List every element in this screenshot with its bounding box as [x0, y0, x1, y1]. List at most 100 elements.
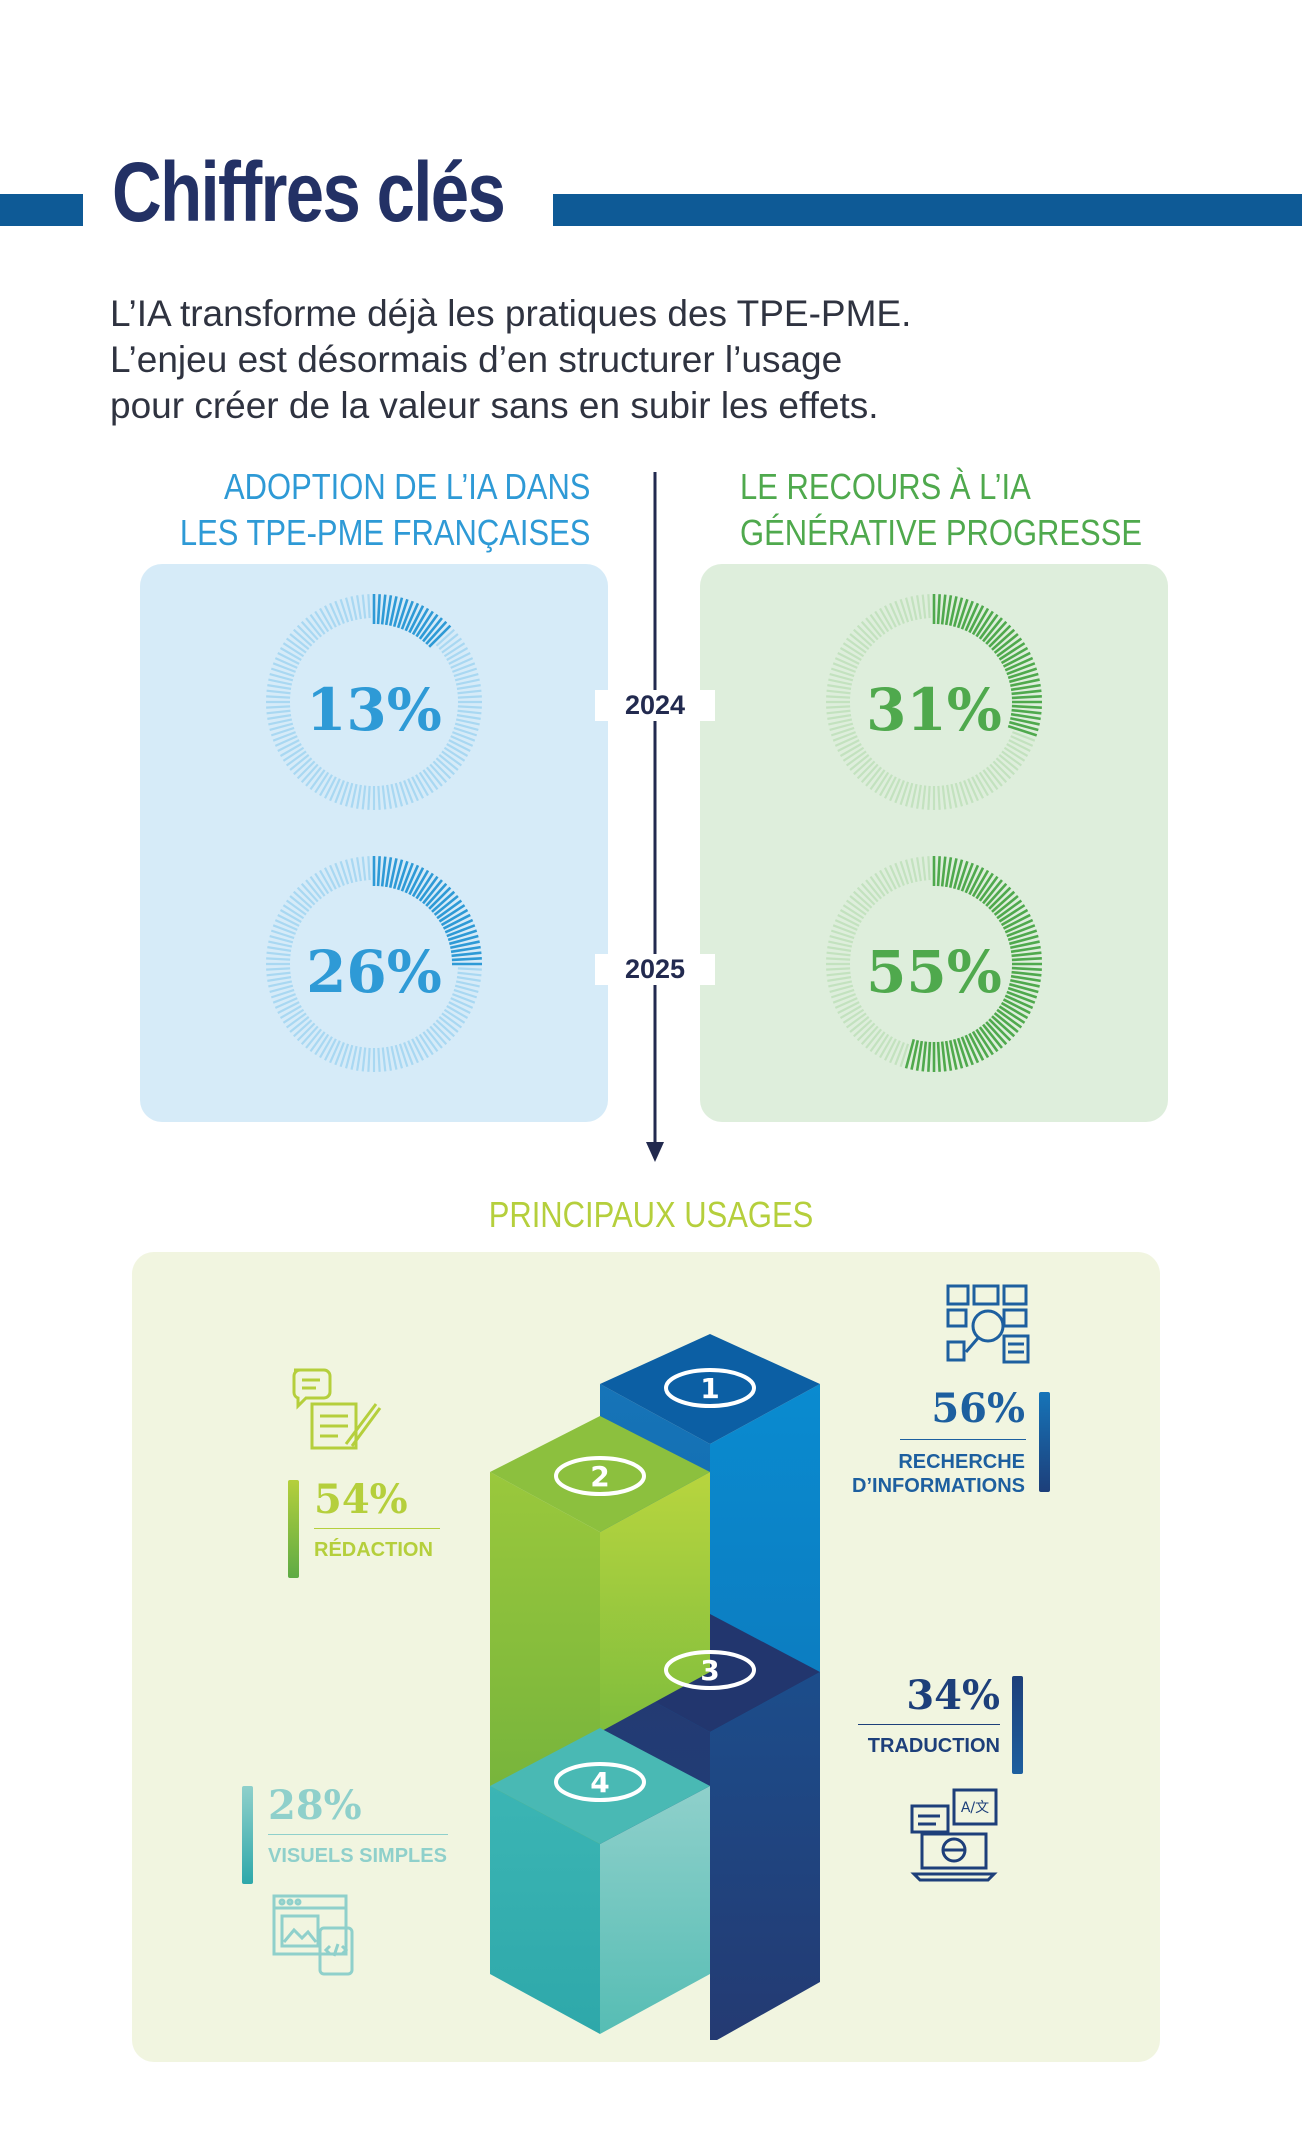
donut-tick-empty	[309, 769, 326, 791]
donut-tick-empty	[305, 766, 322, 787]
donut-tick-empty	[963, 780, 974, 804]
donut-tick-empty	[883, 867, 897, 890]
translation-icon: A/文	[910, 1788, 998, 1882]
donut-tick-filled	[1006, 924, 1036, 938]
donut-tick-empty	[832, 924, 856, 935]
donut-tick-empty	[270, 929, 295, 940]
donut-tick-empty	[293, 628, 313, 647]
research-label-line-2: D’INFORMATIONS	[852, 1475, 1025, 1497]
donut-tick-filled	[996, 1008, 1023, 1029]
donut-tick-filled	[927, 1041, 932, 1072]
donut-tick-empty	[285, 637, 307, 654]
donut-tick-filled	[968, 1032, 985, 1061]
donut-tick-filled	[996, 899, 1023, 920]
donut-tick-filled	[411, 869, 430, 898]
donut-tick-empty	[927, 594, 931, 619]
block-1-top	[600, 1334, 820, 1444]
donut-tick-empty	[293, 1019, 313, 1038]
donut-adoption-2024	[266, 594, 482, 810]
block-2-right	[600, 1472, 710, 1732]
donut-tick-empty	[894, 862, 905, 886]
svg-text:A/文: A/文	[961, 1800, 989, 1816]
donut-tick-empty	[319, 607, 333, 630]
donut-tick-empty	[339, 860, 350, 885]
writing-label: RÉDACTION	[314, 1539, 433, 1561]
donut-tick-empty	[296, 624, 316, 644]
donut-tick-filled	[968, 867, 985, 896]
donut-tick-empty	[266, 957, 291, 961]
donut-tick-empty	[829, 984, 854, 994]
donut-tick-empty	[334, 600, 345, 624]
donut-tick-filled	[1000, 1001, 1029, 1020]
donut-tick-filled	[978, 1026, 999, 1053]
genai-title-line-1: LE RECOURS À L’IA	[740, 466, 1031, 507]
donut-tick-empty	[323, 1038, 337, 1061]
donut-tick-empty	[995, 757, 1015, 776]
donut-tick-filled	[915, 1040, 924, 1071]
donut-tick-empty	[453, 667, 478, 678]
donut-tick-filled	[956, 1037, 969, 1068]
donut-tick-empty	[443, 746, 466, 762]
donut-tick-filled	[910, 1040, 920, 1070]
donut-tick-empty	[277, 913, 300, 927]
donut-tick-filled	[1000, 646, 1029, 665]
donut-tick-empty	[457, 709, 482, 715]
donut-tick-filled	[978, 613, 999, 640]
donut-tick-empty	[390, 783, 398, 808]
donut-tick-empty	[300, 883, 319, 903]
donut-tick-empty	[411, 776, 425, 799]
donut-tick-filled	[1010, 940, 1040, 950]
donut-tick-empty	[361, 594, 367, 619]
donut-tick-empty	[282, 642, 305, 658]
donut-tick-empty	[448, 1001, 471, 1015]
donut-tick-filled	[415, 610, 434, 638]
donut-tick-empty	[998, 754, 1019, 771]
genai-panel	[700, 564, 1168, 1122]
adoption-title-line-1: ADOPTION DE L’IA DANS	[223, 466, 591, 507]
donut-tick-empty	[916, 595, 922, 620]
rank-4: 4	[590, 1766, 609, 1799]
donut-tick-empty	[267, 714, 292, 720]
donut-tick-filled	[392, 597, 404, 627]
donut-tick-empty	[834, 919, 858, 931]
donut-tick-filled	[971, 869, 990, 898]
donut-tick-empty	[453, 726, 478, 737]
donut-tick-empty	[856, 624, 876, 644]
donut-tick-empty	[381, 1047, 387, 1072]
donut-tick-empty	[272, 662, 296, 673]
donut-tick-filled	[396, 860, 409, 891]
donut-tick-empty	[889, 778, 901, 802]
adoption-2024-label: 13%	[306, 676, 442, 744]
donut-tick-empty	[435, 1019, 455, 1038]
donut-tick-empty	[865, 1028, 882, 1049]
donut-tick-empty	[910, 783, 918, 808]
donut-tick-filled	[1002, 998, 1031, 1015]
donut-tick-empty	[269, 722, 294, 732]
donut-tick-empty	[285, 1012, 307, 1029]
donut-tick-filled	[948, 1040, 958, 1070]
donut-tick-empty	[454, 672, 479, 682]
donut-tick-filled	[956, 598, 969, 629]
donut-tick-filled	[960, 862, 974, 892]
adoption-title: ADOPTION DE L’IA DANS LES TPE-PME FRANÇA…	[179, 464, 590, 556]
donut-tick-empty	[429, 763, 448, 783]
donut-tick-filled	[433, 895, 459, 916]
donut-tick-empty	[971, 776, 985, 799]
donut-tick-empty	[268, 718, 293, 726]
donut-tick-filled	[1004, 918, 1034, 934]
intro-line-2: L’enjeu est désormais d’en structurer l’…	[110, 339, 843, 380]
donut-tick-empty	[334, 1042, 345, 1066]
donut-tick-empty	[828, 980, 853, 988]
donut-tick-empty	[435, 628, 455, 647]
donut-tick-filled	[921, 1041, 928, 1072]
donut-tick-filled	[442, 913, 471, 930]
block-4-left	[490, 1786, 600, 2034]
donut-tick-empty	[457, 705, 482, 709]
donut-tick-empty	[268, 980, 293, 988]
donut-tick-empty	[829, 722, 854, 732]
donut-tick-filled	[991, 890, 1016, 913]
donut-tick-filled	[411, 607, 430, 636]
translation-value: 34%	[906, 1672, 1000, 1719]
donut-tick-empty	[1006, 743, 1029, 757]
donut-tick-empty	[407, 778, 419, 802]
